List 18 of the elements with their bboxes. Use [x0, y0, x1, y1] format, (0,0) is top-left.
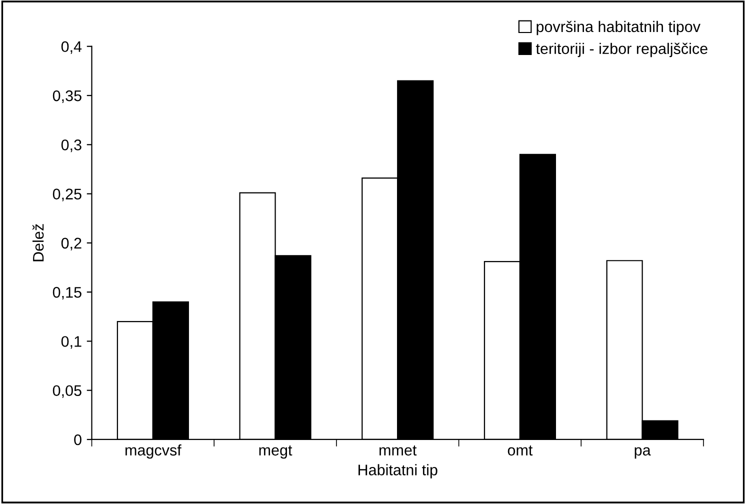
x-tick-label: megt — [259, 446, 292, 459]
legend-label: površina habitatnih tipov — [536, 20, 700, 36]
x-tick-label: magcvsf — [126, 444, 182, 459]
x-tick-label: pa — [634, 447, 651, 459]
x-axis-title: Habitatni tip — [358, 464, 438, 478]
y-tick-label: 0,25 — [52, 188, 82, 202]
legend-label: teritoriji - izbor repaljščice — [536, 42, 708, 58]
y-tick-label: 0,1 — [61, 336, 82, 349]
x-tick-label: mmet — [380, 446, 417, 456]
y-tick-label: 0 — [74, 434, 82, 446]
y-axis-title: Delež — [32, 224, 44, 262]
y-tick-label: 0,15 — [52, 286, 82, 300]
y-tick-label: 0,4 — [61, 41, 82, 54]
y-tick-label: 0,2 — [61, 238, 82, 250]
x-tick-label: omt — [508, 446, 533, 456]
y-tick-label: 0,3 — [61, 140, 82, 152]
y-tick-label: 0,35 — [52, 90, 82, 103]
y-tick-label: 0,05 — [52, 385, 82, 398]
